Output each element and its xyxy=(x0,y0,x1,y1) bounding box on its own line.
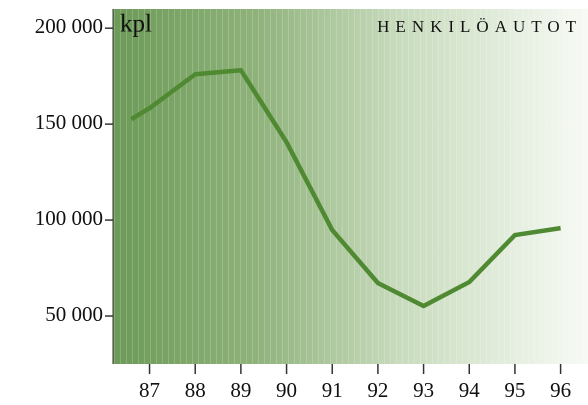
y-axis-label: kpl xyxy=(120,11,152,38)
y-tick-label: 200 000 xyxy=(35,14,103,38)
x-tick-label: 88 xyxy=(185,378,206,402)
y-tick-label: 50 000 xyxy=(45,302,103,326)
x-tick-label: 94 xyxy=(459,378,481,402)
y-tick-label: 100 000 xyxy=(35,206,103,230)
plot-stripes xyxy=(113,9,588,364)
x-tick-label: 92 xyxy=(367,378,388,402)
y-tick-label: 150 000 xyxy=(35,110,103,134)
data-line xyxy=(130,67,561,309)
x-tick-label: 95 xyxy=(504,378,525,402)
chart-title: HENKILÖAUTOT xyxy=(377,17,582,36)
x-tick-label: 96 xyxy=(550,378,571,402)
x-tick-label: 89 xyxy=(230,378,251,402)
x-tick-label: 91 xyxy=(322,378,343,402)
x-tick-label: 90 xyxy=(276,378,297,402)
plot-area xyxy=(112,9,588,364)
x-tick-label: 87 xyxy=(139,378,160,402)
x-tick-label: 93 xyxy=(413,378,434,402)
